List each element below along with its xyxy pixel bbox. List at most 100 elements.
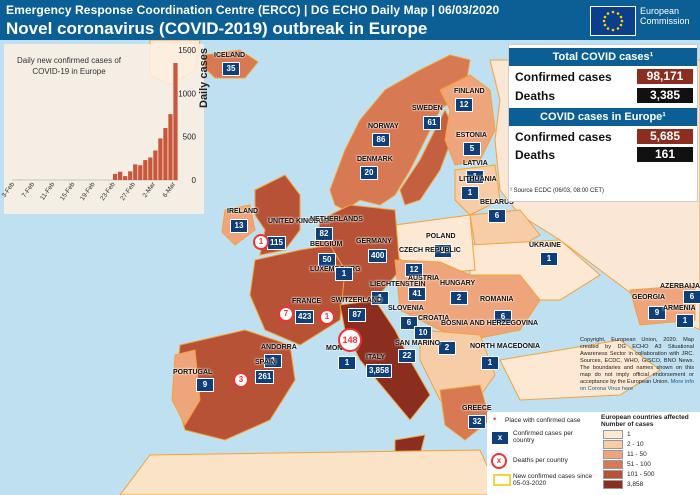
deaths-circle-switzerland: 1 bbox=[319, 309, 335, 325]
country-label-georgia: GEORGIA bbox=[632, 294, 666, 301]
deaths-circle-spain: 3 bbox=[233, 372, 249, 388]
country-label-poland: POLAND bbox=[426, 233, 456, 240]
more-info-link[interactable]: More info on Corona Virus here bbox=[580, 379, 694, 392]
legend-death-circle-icon: x bbox=[491, 453, 507, 469]
legend-swatch bbox=[603, 470, 623, 479]
country-label-andorra: ANDORRA bbox=[261, 344, 297, 351]
country-label-estonia: ESTONIA bbox=[456, 132, 487, 139]
cases-badge-san-marino: 22 bbox=[398, 349, 416, 363]
cases-badge-azerbaijan: 6 bbox=[683, 290, 700, 304]
cases-badge-sweden: 61 bbox=[423, 116, 441, 130]
country-label-belgium: BELGIUM bbox=[310, 241, 343, 248]
deaths-circle-united-kingdom: 1 bbox=[253, 234, 269, 250]
legend-confirmed-badge-icon: x bbox=[491, 431, 509, 445]
stats-panel: Total COVID cases¹ Confirmed cases 98,17… bbox=[508, 44, 698, 202]
legend-swatch bbox=[603, 430, 623, 439]
country-label-iceland: ICELAND bbox=[214, 52, 246, 59]
chart-title: Daily new confirmed cases of COVID-19 in… bbox=[16, 56, 122, 76]
cases-badge-germany: 400 bbox=[368, 249, 388, 263]
cases-badge-romania: 6 bbox=[494, 310, 512, 324]
country-label-italy: ITALY bbox=[366, 354, 386, 361]
country-label-denmark: DENMARK bbox=[357, 156, 393, 163]
country-label-azerbaijan: AZERBAIJAN bbox=[660, 283, 700, 290]
cases-badge-ireland: 13 bbox=[230, 219, 248, 233]
legend-new: New confirmed cases since 05-03-2020 bbox=[513, 473, 593, 487]
global-stats-title: Total COVID cases¹ bbox=[509, 48, 697, 66]
cases-badge-slovenia: 6 bbox=[400, 316, 418, 330]
country-label-croatia: CROATIA bbox=[418, 315, 450, 322]
cases-badge-latvia: 1 bbox=[466, 170, 484, 184]
legend-bin-label: 2 - 10 bbox=[627, 441, 644, 448]
country-label-liechtenstein: LIECHTENSTEIN bbox=[370, 281, 426, 288]
page-title: Novel coronavirus (COVID-2019) outbreak … bbox=[6, 19, 428, 38]
legend-bin-label: 11 - 50 bbox=[627, 451, 647, 458]
legend-bin-label: 3,858 bbox=[627, 481, 644, 488]
chart-ylabel: Daily cases bbox=[198, 48, 210, 108]
cases-badge-andorra: 1 bbox=[264, 354, 282, 368]
legend-deaths: Deaths per country bbox=[513, 457, 568, 464]
legend-swatch bbox=[603, 460, 623, 469]
cases-badge-hungary: 2 bbox=[450, 291, 468, 305]
legend-confirmed: Confirmed cases per country bbox=[513, 430, 573, 444]
legend-bin-label: 101 - 500 bbox=[627, 471, 655, 478]
legend-swatch bbox=[603, 480, 623, 489]
europe-confirmed-value: 5,685 bbox=[637, 129, 693, 144]
cases-badge-united-kingdom: 115 bbox=[267, 236, 286, 250]
europe-deaths-value: 161 bbox=[637, 147, 693, 162]
legend-title: European countries affected Number of ca… bbox=[601, 414, 689, 428]
cases-badge-estonia: 5 bbox=[463, 142, 481, 156]
country-label-czech-republic: CZECH REPUBLIC bbox=[399, 247, 461, 254]
country-label-armenia: ARMENIA bbox=[663, 305, 696, 312]
cases-badge-bosnia-and-herzegovina: 2 bbox=[438, 341, 456, 355]
europe-stats-title: COVID cases in Europe¹ bbox=[509, 108, 697, 126]
country-label-ukraine: UKRAINE bbox=[529, 242, 561, 249]
legend-swatch bbox=[603, 440, 623, 449]
header-bar: Emergency Response Coordination Centre (… bbox=[0, 0, 700, 40]
country-label-slovenia: SLOVENIA bbox=[388, 305, 424, 312]
country-label-latvia: LATVIA bbox=[463, 160, 488, 167]
country-label-spain: SPAIN bbox=[255, 359, 276, 366]
legend-new-outline-icon bbox=[493, 474, 511, 486]
country-label-france: FRANCE bbox=[292, 298, 322, 305]
country-label-bosnia-and-herzegovina: BOSNIA AND HERZEGOVINA bbox=[441, 320, 539, 327]
global-deaths-label: Deaths bbox=[515, 89, 556, 103]
cases-badge-liechtenstein: 1 bbox=[371, 291, 389, 305]
country-label-united-kingdom: UNITED KINGDOM bbox=[268, 218, 330, 225]
country-label-ireland: IRELAND bbox=[227, 208, 259, 215]
country-label-lithuania: LITHUANIA bbox=[459, 176, 497, 183]
cases-badge-monaco: 1 bbox=[338, 356, 356, 370]
deaths-circle-france: 7 bbox=[278, 306, 294, 322]
cases-badge-ukraine: 1 bbox=[540, 252, 558, 266]
cases-badge-greece: 32 bbox=[468, 415, 486, 429]
cases-badge-north-macedonia: 1 bbox=[481, 356, 499, 370]
cases-badge-finland: 12 bbox=[455, 98, 473, 112]
country-label-north-macedonia: NORTH MACEDONIA bbox=[470, 343, 540, 350]
header-subtitle: Emergency Response Coordination Centre (… bbox=[6, 3, 500, 17]
country-label-belarus: BELARUS bbox=[480, 199, 514, 206]
country-label-netherlands: NETHERLANDS bbox=[310, 216, 363, 223]
cases-badge-switzerland: 87 bbox=[348, 308, 366, 322]
cases-badge-belarus: 6 bbox=[488, 209, 506, 223]
country-label-portugal: PORTUGAL bbox=[173, 369, 213, 376]
global-confirmed-label: Confirmed cases bbox=[515, 70, 612, 84]
cases-badge-luxembourg: 1 bbox=[335, 267, 353, 281]
europe-deaths-label: Deaths bbox=[515, 148, 556, 162]
cases-badge-italy: 3,858 bbox=[366, 364, 393, 378]
copyright-text: Copyright, European Union, 2020. Map cre… bbox=[580, 337, 694, 392]
cases-badge-norway: 86 bbox=[372, 133, 390, 147]
country-label-hungary: HUNGARY bbox=[440, 280, 476, 287]
global-confirmed-value: 98,171 bbox=[637, 69, 693, 84]
cases-badge-spain: 261 bbox=[255, 370, 275, 384]
country-label-austria: AUSTRIA bbox=[408, 275, 440, 282]
country-label-san-marino: SAN MARINO bbox=[395, 340, 441, 347]
cases-badge-lithuania: 1 bbox=[461, 186, 479, 200]
cases-badge-netherlands: 82 bbox=[315, 227, 333, 241]
europe-confirmed-label: Confirmed cases bbox=[515, 130, 612, 144]
cases-badge-austria: 41 bbox=[408, 287, 426, 301]
cases-badge-czech-republic: 12 bbox=[405, 263, 423, 277]
country-label-greece: GREECE bbox=[462, 405, 492, 412]
country-label-norway: NORWAY bbox=[368, 123, 399, 130]
eu-flag-logo bbox=[590, 6, 636, 36]
legend-swatch bbox=[603, 450, 623, 459]
global-deaths-value: 3,385 bbox=[637, 88, 693, 103]
